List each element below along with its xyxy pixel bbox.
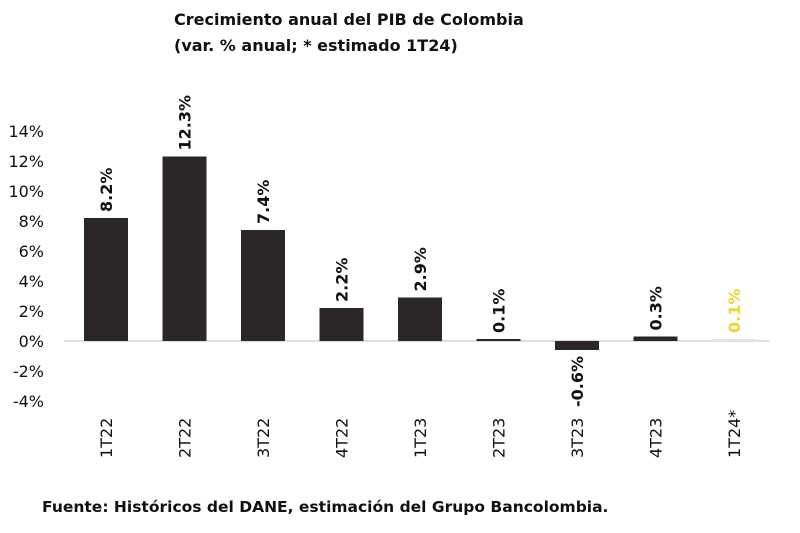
bar-1t24-est — [712, 339, 756, 341]
x-tick-label: 4T22 — [333, 418, 352, 458]
y-tick-label: 14% — [8, 122, 44, 141]
bar-3t22 — [241, 230, 285, 341]
bar-1t23 — [398, 297, 442, 341]
bar-3t23 — [555, 341, 599, 350]
chart-subtitle: (var. % anual; * estimado 1T24) — [174, 36, 458, 55]
data-label: 7.4% — [254, 180, 273, 224]
bar-4t22 — [319, 308, 364, 341]
x-tick-label: 1T24* — [725, 410, 744, 458]
y-tick-label: 2% — [19, 302, 44, 321]
data-label: 8.2% — [97, 168, 116, 212]
y-tick-label: 8% — [19, 212, 44, 231]
data-label: 0.1% — [490, 289, 509, 333]
x-tick-label: 3T22 — [254, 418, 273, 458]
bar-1t22 — [84, 218, 128, 341]
y-tick-label: 4% — [19, 272, 44, 291]
x-tick-label: 4T23 — [647, 418, 666, 458]
source-note: Fuente: Históricos del DANE, estimación … — [42, 498, 609, 516]
data-labels: 8.2% 12.3% 7.4% 2.2% 2.9% 0.1% -0.6% 0.3% 0.1% — [97, 95, 744, 407]
data-label: -0.6% — [568, 356, 587, 407]
y-tick-label: 0% — [19, 332, 44, 351]
data-label: 2.2% — [333, 258, 352, 302]
y-tick-label: -2% — [13, 362, 44, 381]
y-tick-label: 6% — [19, 242, 44, 261]
bar-2t23 — [476, 339, 521, 341]
y-tick-label: -4% — [13, 392, 44, 411]
x-tick-label: 1T22 — [97, 418, 116, 458]
x-axis-tick-labels: 1T22 2T22 3T22 4T22 1T23 2T23 3T23 4T23 1T24* — [97, 410, 744, 458]
data-label: 2.9% — [411, 247, 430, 291]
y-tick-label: 10% — [8, 182, 44, 201]
bars — [84, 156, 756, 350]
data-label: 12.3% — [176, 95, 195, 151]
y-axis-tick-labels: 14% 12% 10% 8% 6% 4% 2% 0% -2% -4% — [8, 122, 44, 411]
x-tick-label: 2T22 — [176, 418, 195, 458]
bar-2t22 — [162, 156, 207, 341]
x-tick-label: 2T23 — [490, 418, 509, 458]
bar-4t23 — [633, 336, 678, 341]
chart-title: Crecimiento anual del PIB de Colombia — [174, 10, 524, 29]
data-label: 0.1% — [725, 289, 744, 333]
y-tick-label: 12% — [8, 152, 44, 171]
data-label: 0.3% — [647, 286, 666, 330]
x-tick-label: 1T23 — [411, 418, 430, 458]
x-tick-label: 3T23 — [568, 418, 587, 458]
